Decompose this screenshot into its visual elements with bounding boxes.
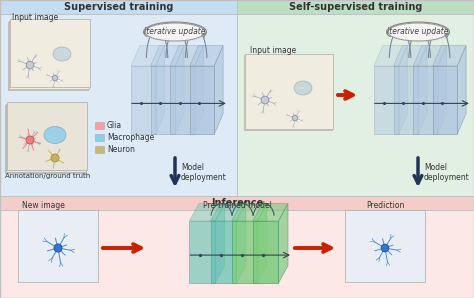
FancyBboxPatch shape xyxy=(244,55,332,130)
Circle shape xyxy=(26,61,34,69)
FancyBboxPatch shape xyxy=(0,0,237,14)
FancyBboxPatch shape xyxy=(6,103,86,172)
Polygon shape xyxy=(215,204,225,283)
Polygon shape xyxy=(131,66,155,134)
Polygon shape xyxy=(253,221,279,283)
Polygon shape xyxy=(210,221,236,283)
Polygon shape xyxy=(413,66,438,134)
Polygon shape xyxy=(236,204,246,283)
Polygon shape xyxy=(195,46,203,134)
Text: Model
deployment: Model deployment xyxy=(424,163,470,182)
Polygon shape xyxy=(433,46,466,66)
Polygon shape xyxy=(151,46,184,66)
Polygon shape xyxy=(190,204,225,221)
FancyBboxPatch shape xyxy=(345,210,425,282)
Circle shape xyxy=(261,96,269,104)
Polygon shape xyxy=(155,46,164,134)
Polygon shape xyxy=(131,46,164,66)
FancyBboxPatch shape xyxy=(237,0,474,196)
Text: Input image: Input image xyxy=(12,13,58,22)
Polygon shape xyxy=(399,46,408,134)
Circle shape xyxy=(27,136,33,143)
Circle shape xyxy=(381,244,389,252)
Polygon shape xyxy=(257,204,267,283)
Polygon shape xyxy=(374,66,399,134)
Polygon shape xyxy=(433,66,457,134)
Text: Model
deployment: Model deployment xyxy=(181,163,227,182)
FancyBboxPatch shape xyxy=(237,0,474,14)
FancyBboxPatch shape xyxy=(8,22,88,90)
Polygon shape xyxy=(190,46,223,66)
Ellipse shape xyxy=(145,23,205,41)
Polygon shape xyxy=(393,46,427,66)
FancyBboxPatch shape xyxy=(8,102,87,170)
Text: Prediction: Prediction xyxy=(366,201,404,210)
Circle shape xyxy=(54,244,62,252)
Text: Annotation/ground truth: Annotation/ground truth xyxy=(5,173,90,179)
FancyBboxPatch shape xyxy=(95,146,104,153)
FancyBboxPatch shape xyxy=(245,54,333,128)
Text: Glia: Glia xyxy=(107,121,122,130)
Circle shape xyxy=(292,115,298,121)
Text: Self-supervised training: Self-supervised training xyxy=(289,2,422,12)
Polygon shape xyxy=(253,204,288,221)
FancyBboxPatch shape xyxy=(0,196,474,210)
Text: Iterative update: Iterative update xyxy=(387,27,449,36)
Text: Pre-trained model: Pre-trained model xyxy=(202,201,272,210)
Ellipse shape xyxy=(388,23,448,41)
Polygon shape xyxy=(210,204,246,221)
Polygon shape xyxy=(232,221,257,283)
Polygon shape xyxy=(393,66,418,134)
FancyBboxPatch shape xyxy=(0,0,237,196)
Polygon shape xyxy=(418,46,427,134)
FancyBboxPatch shape xyxy=(5,105,85,173)
Polygon shape xyxy=(170,46,203,66)
FancyBboxPatch shape xyxy=(0,196,474,298)
Polygon shape xyxy=(151,66,175,134)
Text: Inference: Inference xyxy=(211,198,263,208)
FancyBboxPatch shape xyxy=(95,122,104,129)
FancyBboxPatch shape xyxy=(95,134,104,141)
Polygon shape xyxy=(457,46,466,134)
Polygon shape xyxy=(170,66,195,134)
FancyBboxPatch shape xyxy=(9,21,89,89)
FancyBboxPatch shape xyxy=(18,210,98,282)
Polygon shape xyxy=(232,204,267,221)
Polygon shape xyxy=(190,66,214,134)
Polygon shape xyxy=(175,46,184,134)
Polygon shape xyxy=(374,46,408,66)
Text: Macrophage: Macrophage xyxy=(107,133,154,142)
FancyBboxPatch shape xyxy=(10,19,91,87)
Circle shape xyxy=(26,136,34,144)
Polygon shape xyxy=(214,46,223,134)
Text: New image: New image xyxy=(22,201,65,210)
Ellipse shape xyxy=(294,81,312,95)
Polygon shape xyxy=(190,221,215,283)
Text: Iterative update: Iterative update xyxy=(144,27,206,36)
Ellipse shape xyxy=(44,126,66,144)
Polygon shape xyxy=(438,46,447,134)
Text: Input image: Input image xyxy=(250,46,296,55)
Polygon shape xyxy=(413,46,447,66)
Text: Neuron: Neuron xyxy=(107,145,135,154)
Polygon shape xyxy=(279,204,288,283)
Text: Supervised training: Supervised training xyxy=(64,2,173,12)
Circle shape xyxy=(51,154,59,162)
Ellipse shape xyxy=(53,47,71,61)
Circle shape xyxy=(52,75,58,81)
